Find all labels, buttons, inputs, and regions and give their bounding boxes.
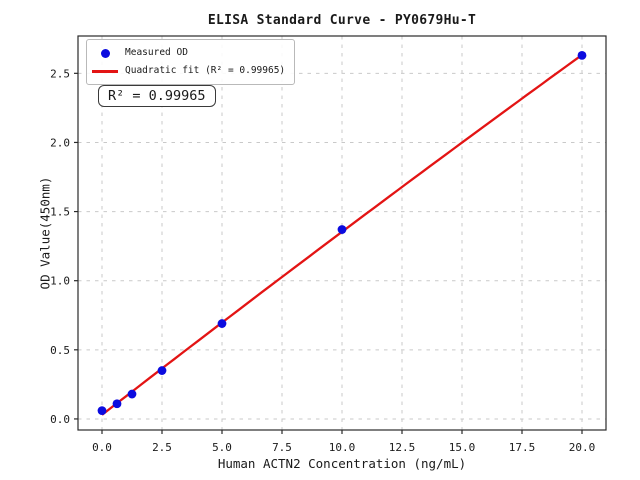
y-tick-label: 2.5 bbox=[50, 67, 70, 80]
x-tick-label: 15.0 bbox=[449, 441, 476, 454]
r-squared-annotation: R² = 0.99965 bbox=[98, 85, 216, 107]
fit-line-swatch bbox=[92, 69, 118, 73]
legend-label-measured: Measured OD bbox=[125, 47, 188, 58]
data-point bbox=[127, 389, 137, 399]
legend-item-fit: Quadratic fit (R² = 0.99965) bbox=[92, 62, 285, 80]
y-tick-label: 0.0 bbox=[50, 413, 70, 426]
measured-od-marker bbox=[92, 48, 118, 58]
y-tick-label: 0.5 bbox=[50, 344, 70, 357]
x-axis-label: Human ACTN2 Concentration (ng/mL) bbox=[217, 456, 467, 471]
data-point bbox=[577, 50, 587, 60]
data-point bbox=[157, 366, 167, 375]
data-point bbox=[97, 406, 107, 416]
y-tick-label: 1.5 bbox=[50, 206, 70, 219]
legend-item-measured: Measured OD bbox=[92, 44, 285, 62]
x-tick-label: 10.0 bbox=[329, 441, 356, 454]
y-tick-label: 1.0 bbox=[50, 275, 70, 288]
x-tick-label: 17.5 bbox=[509, 441, 536, 454]
y-tick-label: 2.0 bbox=[50, 136, 70, 149]
x-tick-label: 20.0 bbox=[569, 441, 596, 454]
data-point bbox=[112, 399, 122, 409]
x-tick-label: 0.0 bbox=[92, 441, 112, 454]
x-tick-label: 5.0 bbox=[212, 441, 232, 454]
x-tick-label: 12.5 bbox=[389, 441, 416, 454]
data-point bbox=[217, 319, 227, 328]
data-point bbox=[337, 225, 347, 234]
red-line-icon bbox=[92, 69, 118, 73]
chart-title: ELISA Standard Curve - PY0679Hu-T bbox=[207, 13, 477, 28]
x-tick-label: 2.5 bbox=[152, 441, 172, 454]
legend-label-fit: Quadratic fit (R² = 0.99965) bbox=[125, 65, 286, 76]
x-tick-label: 7.5 bbox=[272, 441, 292, 454]
blue-dot-icon bbox=[100, 48, 110, 58]
y-axis-label: OD Value(450nm) bbox=[37, 176, 53, 290]
legend: Measured OD Quadratic fit (R² = 0.99965) bbox=[86, 39, 296, 85]
